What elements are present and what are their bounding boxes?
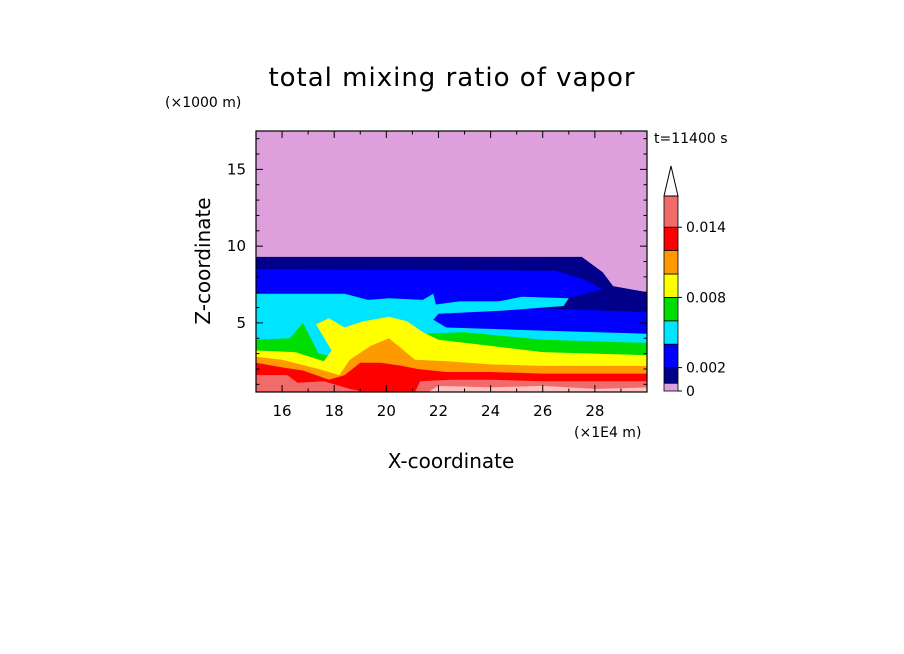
y-unit-label: (×1000 m) — [165, 95, 241, 111]
x-tick-label: 28 — [585, 402, 604, 420]
chart-title: total mixing ratio of vapor — [268, 63, 635, 93]
y-axis-ticks: 5 10 15 — [227, 138, 647, 385]
contour-band-10 — [428, 385, 647, 392]
colorbar-extend-arrow — [663, 165, 679, 197]
y-tick-label: 5 — [236, 314, 246, 332]
colorbar-segment — [663, 226, 679, 251]
y-tick-label: 15 — [227, 160, 246, 178]
time-label: t=11400 s — [654, 131, 728, 147]
colorbar-label: 0.002 — [686, 361, 726, 377]
x-tick-label: 26 — [533, 402, 552, 420]
y-axis-label: Z-coordinate — [191, 197, 215, 324]
colorbar-label: 0.008 — [686, 290, 726, 306]
x-tick-label: 16 — [273, 402, 292, 420]
x-unit-label: (×1E4 m) — [574, 425, 641, 441]
x-tick-label: 22 — [429, 402, 448, 420]
x-tick-label: 20 — [377, 402, 396, 420]
colorbar-segment — [663, 250, 679, 275]
colorbar-segment — [663, 296, 679, 322]
contour-bands — [256, 131, 647, 392]
colorbar-segment — [663, 343, 679, 369]
colorbar-segment — [663, 320, 679, 345]
x-axis-ticks: 16 18 20 22 24 26 28 — [255, 131, 648, 420]
x-axis-label: X-coordinate — [388, 449, 515, 473]
colorbar-segment — [663, 195, 679, 228]
colorbar-label: 0 — [686, 384, 695, 400]
y-tick-label: 10 — [227, 237, 246, 255]
colorbar-segment — [663, 367, 679, 384]
colorbar-segment — [663, 382, 679, 392]
colorbar-label: 0.014 — [686, 220, 726, 236]
x-tick-label: 18 — [325, 402, 344, 420]
x-tick-label: 24 — [481, 402, 500, 420]
colorbar: 0 0.002 0.008 0.014 — [663, 165, 726, 400]
colorbar-segment — [663, 273, 679, 298]
